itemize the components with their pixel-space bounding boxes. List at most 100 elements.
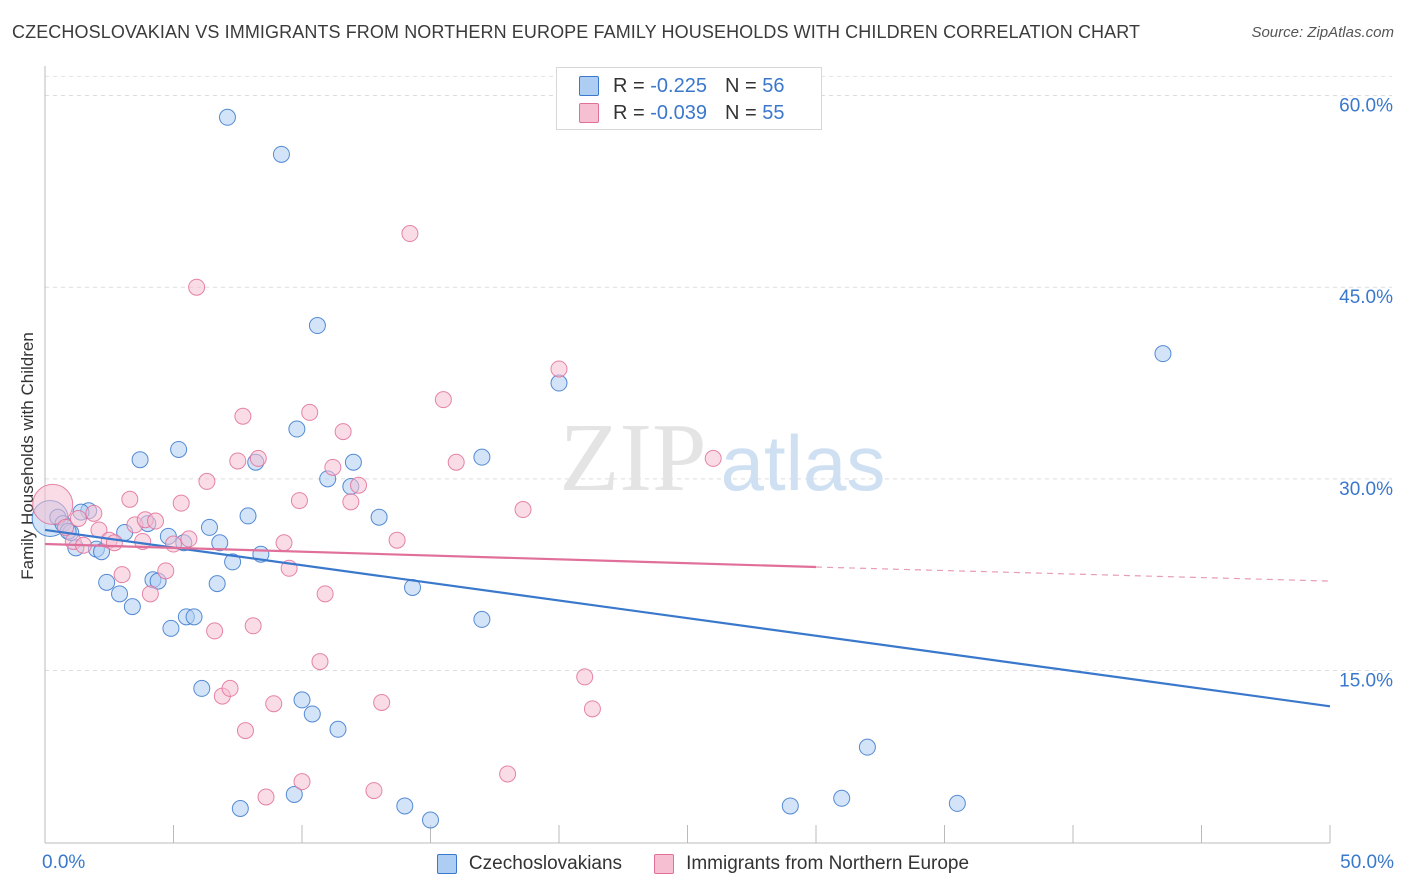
data-point xyxy=(236,722,254,740)
legend-n-value: 56 xyxy=(762,74,785,97)
legend-r-label: R = xyxy=(613,74,645,97)
data-point xyxy=(388,531,406,549)
data-point xyxy=(858,738,876,756)
data-point xyxy=(165,535,182,553)
data-point xyxy=(193,679,211,697)
data-point xyxy=(550,360,568,378)
data-point xyxy=(316,585,334,603)
trend-line-extension xyxy=(815,566,1331,582)
data-point xyxy=(948,794,966,812)
data-point xyxy=(172,494,190,512)
data-point xyxy=(293,691,311,709)
data-point xyxy=(447,453,465,471)
data-point xyxy=(473,610,491,628)
data-point xyxy=(334,423,352,441)
data-point xyxy=(576,668,594,686)
data-point xyxy=(113,566,131,584)
data-point xyxy=(180,530,198,548)
data-point xyxy=(170,440,188,458)
series-immigrants-northern-europe xyxy=(32,225,722,806)
data-point xyxy=(290,492,308,510)
data-point xyxy=(396,797,414,815)
watermark: ZIP atlas xyxy=(560,404,886,512)
data-point xyxy=(239,507,257,525)
data-point xyxy=(434,391,452,409)
data-point xyxy=(211,534,229,552)
y-tick-label: 45.0% xyxy=(1339,287,1393,308)
data-point xyxy=(422,811,439,829)
legend-swatch-blue xyxy=(436,854,457,874)
data-point xyxy=(265,695,283,713)
legend-row-czechoslovakians: R = -0.225 N = 56 xyxy=(579,75,784,97)
data-point xyxy=(257,788,275,806)
data-point xyxy=(401,225,419,243)
y-tick-label: 30.0% xyxy=(1339,479,1393,500)
data-point xyxy=(123,598,141,616)
legend-item-czechoslovakians: Czechoslovakians xyxy=(436,853,623,875)
axes xyxy=(44,66,1331,844)
legend-item-immigrants: Immigrants from Northern Europe xyxy=(654,853,969,875)
data-point xyxy=(473,448,491,466)
data-point xyxy=(131,451,149,469)
data-point xyxy=(370,508,388,526)
data-point xyxy=(499,765,517,783)
data-point xyxy=(188,278,206,296)
source-label: Source: ZipAtlas.com xyxy=(1251,24,1394,41)
series-legend: Czechoslovakians Immigrants from Norther… xyxy=(0,851,1406,877)
data-point xyxy=(206,622,224,640)
data-point xyxy=(583,700,601,718)
trend-line-czechoslovakians xyxy=(44,528,1331,708)
data-point xyxy=(514,501,532,519)
data-point xyxy=(198,472,216,490)
legend-n-label: N = xyxy=(724,101,757,124)
data-point xyxy=(229,452,247,470)
data-point xyxy=(350,476,368,494)
data-point xyxy=(303,705,321,723)
y-tick-label: 60.0% xyxy=(1339,96,1393,117)
data-point xyxy=(311,653,329,671)
grid-lines xyxy=(45,75,1392,672)
data-point xyxy=(288,420,306,438)
data-point xyxy=(329,720,347,738)
data-point xyxy=(200,518,218,536)
data-point xyxy=(342,493,360,511)
x-tick-label-max: 50.0% xyxy=(1340,852,1394,873)
data-point xyxy=(221,679,239,697)
trend-line-immigrants xyxy=(44,542,817,569)
data-point xyxy=(208,575,226,593)
data-point xyxy=(308,317,326,335)
data-point xyxy=(231,800,249,818)
data-point xyxy=(833,789,851,807)
data-point xyxy=(272,145,290,163)
data-point xyxy=(85,504,103,522)
data-point xyxy=(781,797,799,815)
legend-row-immigrants: R = -0.039 N = 55 xyxy=(579,102,784,124)
data-point xyxy=(69,509,87,527)
data-point xyxy=(285,785,303,803)
y-tick-labels: 15.0% 30.0% 45.0% 60.0% xyxy=(1339,96,1393,692)
data-point xyxy=(32,483,74,525)
legend-n-label: N = xyxy=(724,74,757,97)
data-point xyxy=(98,573,116,591)
data-point xyxy=(162,619,180,637)
data-point xyxy=(373,693,391,711)
data-point xyxy=(111,585,129,603)
legend-n-value: 55 xyxy=(762,101,785,124)
watermark-zip: ZIP xyxy=(560,404,707,512)
data-point xyxy=(704,449,722,467)
legend-label-immigrants: Immigrants from Northern Europe xyxy=(686,853,970,874)
data-point xyxy=(141,585,159,603)
legend-label-czechoslovakians: Czechoslovakians xyxy=(468,853,623,874)
data-point xyxy=(1154,345,1172,363)
data-point xyxy=(121,490,139,508)
data-point xyxy=(224,553,242,571)
data-point xyxy=(293,773,311,791)
legend-swatch-blue xyxy=(579,76,599,96)
data-point xyxy=(344,453,362,471)
watermark-atlas: atlas xyxy=(721,419,886,507)
data-point xyxy=(147,512,165,530)
correlation-legend: R = -0.225 N = 56 R = -0.039 N = 55 xyxy=(556,67,822,130)
data-point xyxy=(249,449,267,467)
legend-r-value: -0.039 xyxy=(650,101,707,124)
